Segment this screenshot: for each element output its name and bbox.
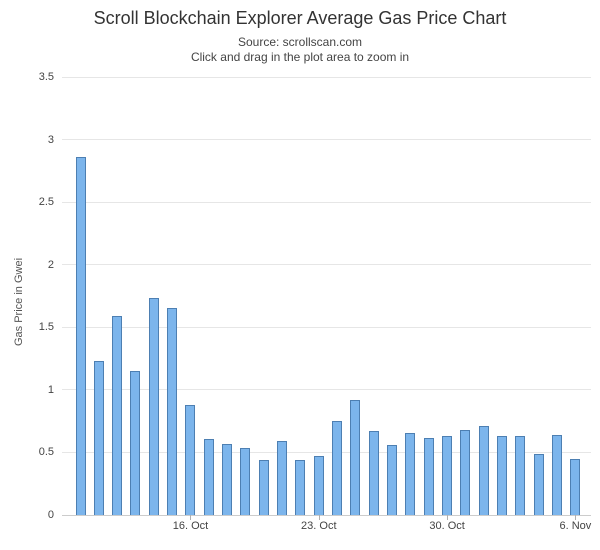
- bar[interactable]: [423, 438, 434, 515]
- chart-subtitle-source: Source: scrollscan.com: [237, 35, 363, 49]
- x-axis-tick: [575, 515, 577, 520]
- gridline: [62, 264, 591, 266]
- bar[interactable]: [112, 316, 123, 515]
- chart-title: Scroll Blockchain Explorer Average Gas P…: [93, 8, 507, 28]
- y-axis-tick-label: 1.5: [38, 321, 54, 334]
- y-axis-tick-label: 3: [47, 133, 54, 146]
- y-axis-tick-label: 0.5: [38, 446, 54, 459]
- bar[interactable]: [203, 439, 214, 515]
- bar[interactable]: [148, 298, 159, 515]
- bar[interactable]: [75, 157, 86, 515]
- bar[interactable]: [93, 361, 104, 515]
- bar[interactable]: [478, 426, 489, 515]
- bar[interactable]: [130, 371, 141, 515]
- gridline: [62, 76, 591, 78]
- bar[interactable]: [350, 400, 361, 515]
- bar[interactable]: [405, 433, 416, 515]
- y-axis-tick-label: 2: [47, 258, 54, 271]
- bar[interactable]: [552, 435, 563, 515]
- bar[interactable]: [387, 445, 398, 515]
- bar[interactable]: [277, 441, 288, 515]
- x-axis-tick: [190, 515, 192, 520]
- gridline: [62, 451, 591, 453]
- x-axis-tick: [447, 515, 449, 520]
- bar[interactable]: [497, 436, 508, 515]
- x-axis-tick-label: 16. Oct: [172, 520, 209, 532]
- bar[interactable]: [313, 456, 324, 515]
- bar[interactable]: [533, 454, 544, 515]
- y-axis-tick-label: 2.5: [38, 196, 54, 209]
- y-axis-tick-label: 0: [47, 509, 54, 521]
- bar[interactable]: [570, 459, 581, 515]
- x-axis-tick-label: 6. Nov: [559, 520, 592, 532]
- chart-subtitle-hint: Click and drag in the plot area to zoom …: [190, 50, 410, 64]
- bar[interactable]: [515, 436, 526, 515]
- bar[interactable]: [240, 448, 251, 515]
- y-axis-tick-label: 3.5: [38, 71, 54, 83]
- bar[interactable]: [167, 308, 178, 515]
- bar[interactable]: [442, 436, 453, 515]
- bar[interactable]: [222, 444, 233, 515]
- gridline: [62, 201, 591, 203]
- bar[interactable]: [332, 421, 343, 515]
- x-axis-tick-label: 30. Oct: [429, 520, 465, 532]
- x-axis-tick-label: 23. Oct: [301, 520, 337, 532]
- y-axis-tick-label: 1: [47, 383, 54, 396]
- bar[interactable]: [258, 460, 269, 515]
- bar[interactable]: [460, 430, 471, 515]
- gridline: [62, 389, 591, 391]
- bar[interactable]: [368, 431, 379, 515]
- gridline: [62, 326, 591, 328]
- x-axis-line: [62, 515, 591, 516]
- bar[interactable]: [295, 460, 306, 515]
- bar[interactable]: [185, 405, 196, 515]
- gridline: [62, 139, 591, 141]
- x-axis-tick: [318, 515, 320, 520]
- plot-area[interactable]: [62, 76, 591, 516]
